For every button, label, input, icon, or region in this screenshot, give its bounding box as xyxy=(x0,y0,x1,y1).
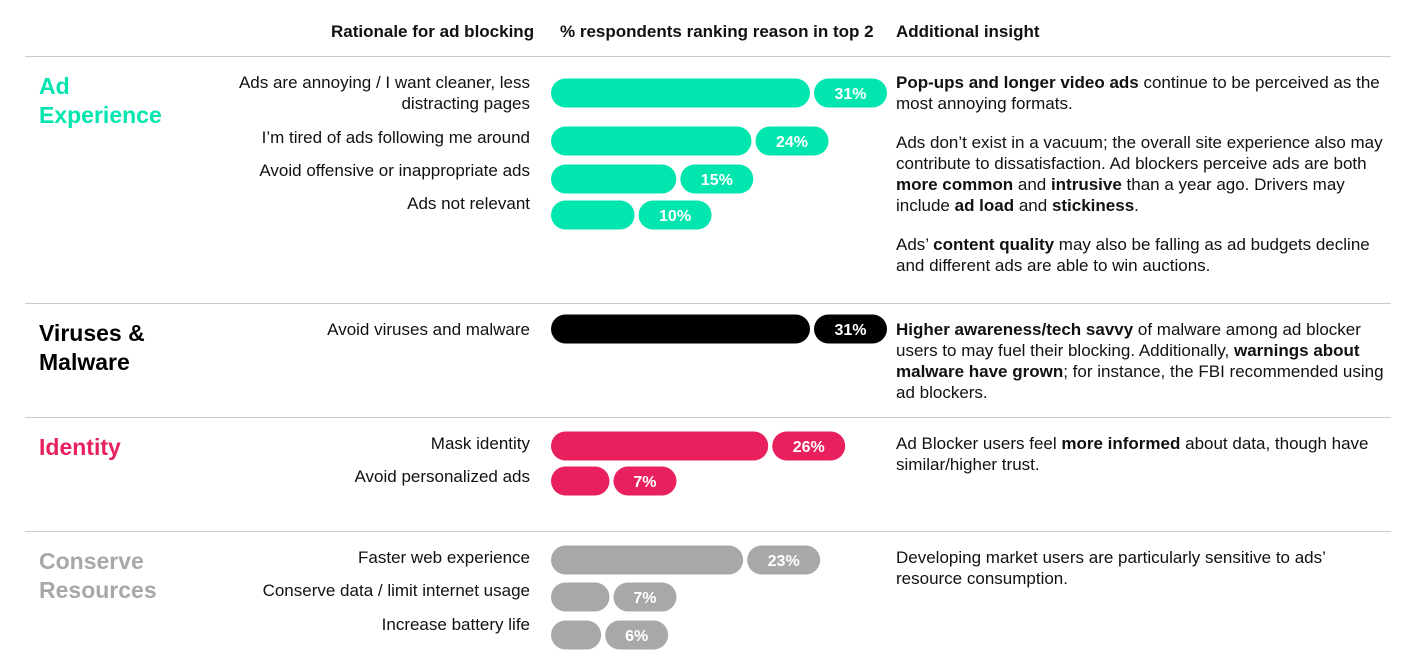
category-viruses-malware: Viruses & Malware xyxy=(39,319,145,377)
bar-0-2 xyxy=(551,164,677,194)
bar-3-1 xyxy=(551,582,610,612)
category-ad-experience-line1: Ad xyxy=(39,73,70,99)
category-identity-line1: Identity xyxy=(39,434,121,460)
bar-3-0 xyxy=(551,545,744,575)
header-percent: % respondents ranking reason in top 2 xyxy=(560,22,874,41)
reason-following: I’m tired of ads following me around xyxy=(261,128,530,147)
insight-vm-t2: ; for instance, the FBI recommended usin… xyxy=(896,362,1384,402)
divider-identity xyxy=(25,417,1391,418)
insight-cr-t1: Developing market users are particularly… xyxy=(896,548,1326,588)
value-pill-0-3 xyxy=(638,200,712,230)
bar-0-3 xyxy=(551,200,635,230)
insight-vm-p1: Higher awareness/tech savvy of malware a… xyxy=(896,319,1386,403)
value-pill-3-2 xyxy=(605,620,669,650)
reason-annoying: Ads are annoying / I want cleaner, less … xyxy=(239,72,530,114)
category-ad-experience: Ad Experience xyxy=(39,72,162,130)
reason-offensive: Avoid offensive or inappropriate ads xyxy=(259,161,530,180)
reason-conserve-data: Conserve data / limit internet usage xyxy=(262,581,530,600)
divider-conserve xyxy=(25,531,1391,532)
value-label-2-1: 7% xyxy=(633,474,656,491)
value-pill-3-0 xyxy=(747,545,821,575)
category-conserve-line2: Resources xyxy=(39,577,157,603)
insight-ad-p2-t3: than a year ago. Drivers may include xyxy=(896,175,1345,215)
value-pill-3-1 xyxy=(613,582,677,612)
insight-ad-p2-t4: and xyxy=(1014,196,1052,215)
insight-cr-p1: Developing market users are particularly… xyxy=(896,547,1386,589)
reason-battery: Increase battery life xyxy=(381,615,530,634)
insight-ad-p2-t1: Ads don’t exist in a vacuum; the overall… xyxy=(896,133,1383,173)
value-label-1-0: 31% xyxy=(834,322,866,339)
value-label-0-1: 24% xyxy=(776,134,808,151)
insight-ad-p1-text: continue to be perceived as the most ann… xyxy=(896,73,1380,113)
insight-ad-p2-t2: and xyxy=(1013,175,1051,194)
header-rationale: Rationale for ad blocking xyxy=(331,22,535,41)
value-label-3-1: 7% xyxy=(633,590,656,607)
insight-identity: Ad Blocker users feel more informed abou… xyxy=(896,433,1386,493)
value-label-3-2: 6% xyxy=(625,628,648,645)
category-conserve-resources: Conserve Resources xyxy=(39,547,157,605)
value-label-2-0: 26% xyxy=(793,439,825,456)
bar-2-1 xyxy=(551,466,610,496)
bar-1-0 xyxy=(551,314,810,344)
insight-ad-p2-b3: ad load xyxy=(954,196,1015,215)
value-label-3-0: 23% xyxy=(768,553,800,570)
divider-top xyxy=(25,56,1391,57)
value-pill-0-1 xyxy=(755,126,829,156)
insight-vm-t1: of malware among ad blocker users to may… xyxy=(896,320,1361,360)
category-identity: Identity xyxy=(39,433,121,462)
insight-ad-p2-b2: intrusive xyxy=(1050,175,1122,194)
insight-vm-b1: Higher awareness/tech savvy xyxy=(896,320,1134,339)
value-pill-2-1 xyxy=(613,466,677,496)
category-viruses-line2: Malware xyxy=(39,349,130,375)
divider-viruses xyxy=(25,303,1391,304)
reason-viruses: Avoid viruses and malware xyxy=(327,320,530,339)
insight-id-p1: Ad Blocker users feel more informed abou… xyxy=(896,433,1386,475)
bar-0-1 xyxy=(551,126,752,156)
category-conserve-line1: Conserve xyxy=(39,548,144,574)
bar-0-0 xyxy=(551,78,810,108)
insight-conserve: Developing market users are particularly… xyxy=(896,547,1386,607)
reason-personalized: Avoid personalized ads xyxy=(354,467,530,486)
insight-id-t2: about data, though have similar/higher t… xyxy=(896,434,1369,474)
value-label-0-0: 31% xyxy=(834,86,866,103)
value-label-0-3: 10% xyxy=(659,208,691,225)
value-pill-0-0 xyxy=(814,78,887,108)
reason-annoying-line1: Ads are annoying / I want cleaner, less xyxy=(238,73,530,92)
value-pill-0-2 xyxy=(680,164,754,194)
insight-ad-p3-b1: content quality xyxy=(933,235,1055,254)
reason-faster: Faster web experience xyxy=(358,548,530,567)
insight-id-b1: more informed xyxy=(1061,434,1181,453)
bar-3-2 xyxy=(551,620,602,650)
category-ad-experience-line2: Experience xyxy=(39,102,162,128)
insight-viruses: Higher awareness/tech savvy of malware a… xyxy=(896,319,1386,421)
reason-mask-identity: Mask identity xyxy=(430,434,530,453)
reason-annoying-line2: distracting pages xyxy=(401,94,530,113)
insight-ad-p3-t1: Ads’ xyxy=(896,235,934,254)
insight-id-t1: Ad Blocker users feel xyxy=(896,434,1062,453)
value-pill-1-0 xyxy=(814,314,887,344)
insight-ad-p3-t2: may also be falling as ad budgets declin… xyxy=(896,235,1370,275)
value-label-0-2: 15% xyxy=(701,172,733,189)
insight-ad-p2-t5: . xyxy=(1134,196,1139,215)
insight-vm-b2: warnings about malware have grown xyxy=(896,341,1360,381)
insight-ad-p1: Pop-ups and longer video ads continue to… xyxy=(896,72,1386,114)
insight-ad-p2-b1: more common xyxy=(896,175,1014,194)
insight-ad-experience: Pop-ups and longer video ads continue to… xyxy=(896,72,1386,294)
category-viruses-line1: Viruses & xyxy=(39,320,145,346)
insight-ad-p2-b4: stickiness xyxy=(1051,196,1135,215)
bar-2-0 xyxy=(551,431,769,461)
value-pill-2-0 xyxy=(772,431,846,461)
reason-not-relevant: Ads not relevant xyxy=(407,194,530,213)
header-insight: Additional insight xyxy=(896,22,1040,41)
insight-ad-p1-bold: Pop-ups and longer video ads xyxy=(896,73,1139,92)
insight-ad-p3: Ads’ content quality may also be falling… xyxy=(896,234,1386,276)
insight-ad-p2: Ads don’t exist in a vacuum; the overall… xyxy=(896,132,1386,216)
